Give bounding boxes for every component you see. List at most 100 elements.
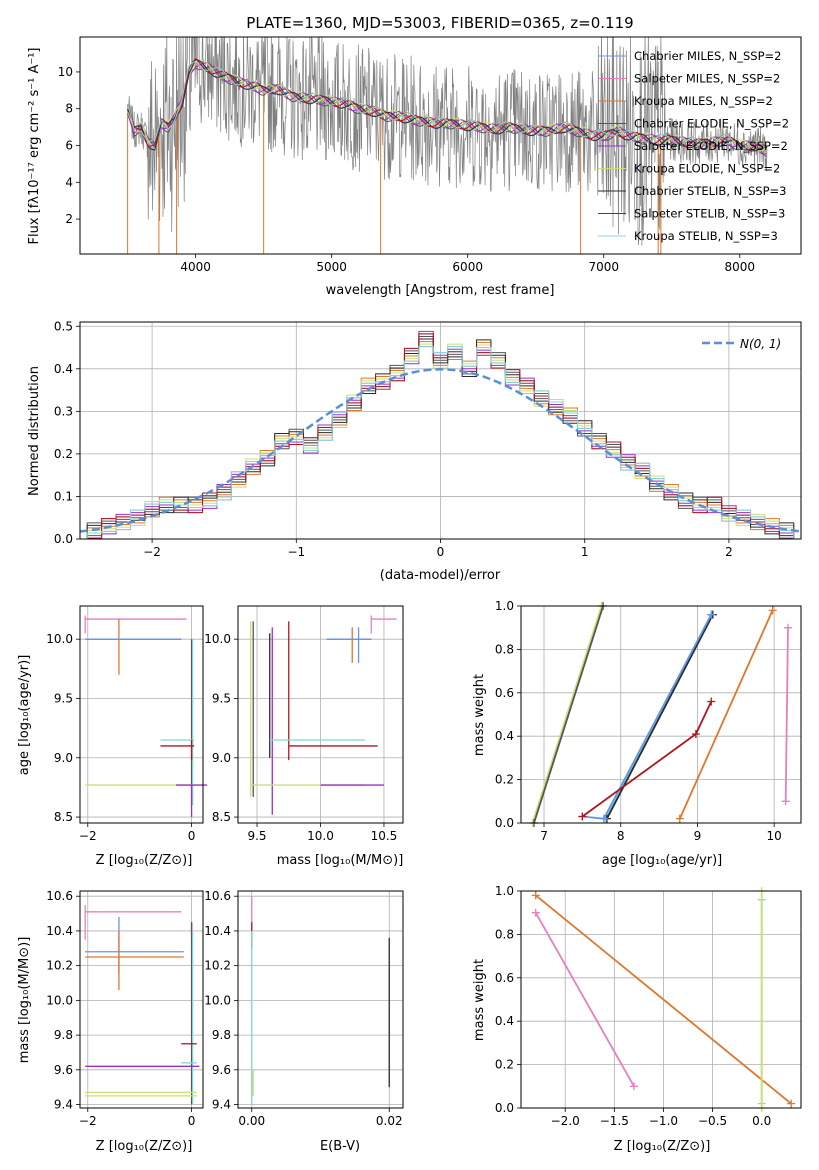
axes-frame — [79, 36, 802, 255]
y-tick-label: 8.5 — [54, 810, 73, 824]
data-point-marker — [781, 797, 790, 806]
axes-frame — [79, 321, 802, 540]
legend-label: Kroupa STELIB, N_SSP=3 — [634, 229, 778, 243]
mw-z-xlabel: Z [log₁₀(Z/Z⊙)] — [614, 1139, 711, 1154]
data-point-marker — [787, 1099, 796, 1108]
y-tick-label: 10.6 — [204, 889, 231, 903]
y-tick-label: 0.8 — [495, 642, 514, 656]
spectrum-model-lines — [127, 57, 768, 157]
y-tick-label: 9.6 — [54, 1063, 73, 1077]
x-tick-label: −2 — [143, 545, 161, 559]
y-tick-label: 10.0 — [46, 993, 73, 1007]
axes-frame — [520, 605, 802, 824]
model-kroupa-stelib — [127, 60, 768, 152]
x-tick-label: −2 — [79, 1114, 97, 1128]
series-line — [606, 614, 714, 820]
mass-z-ylabel: mass [log₁₀(M/M⊙)] — [17, 937, 32, 1064]
x-tick-label: −2 — [79, 829, 97, 843]
data-point-marker — [768, 606, 777, 615]
legend-label: Chabrier MILES, N_SSP=2 — [634, 49, 781, 63]
legend-label: Salpeter STELIB, N_SSP=3 — [634, 207, 785, 221]
legend-label: Chabrier STELIB, N_SSP=3 — [634, 184, 786, 198]
y-tick-label: 10.4 — [46, 924, 73, 938]
y-tick-label: 9.0 — [54, 751, 73, 765]
y-tick-label: 9.4 — [54, 1098, 73, 1112]
legend-label: N(0, 1) — [740, 337, 781, 351]
x-tick-label: 0.0 — [752, 1114, 771, 1128]
mass-weight-vs-metallicity-panel: −2.0 −1.5 −1.0 −0.5 0.0 0.0 0.2 0.4 0.6 0.8 1.0 — [495, 884, 802, 1128]
x-tick-label: 6000 — [452, 260, 483, 274]
series-line — [534, 912, 635, 1087]
spectrum-panel: 4000 5000 6000 7000 8000 2 4 6 8 10 Chabrier MILE… — [27, 36, 802, 298]
legend-label: Salpeter MILES, N_SSP=2 — [634, 72, 780, 86]
data-point-marker — [629, 1082, 638, 1091]
x-tick-label: −2.0 — [551, 1114, 580, 1128]
histogram-axes — [79, 321, 802, 540]
y-tick-label: 0.4 — [495, 729, 514, 743]
normal-curve — [79, 368, 802, 533]
x-tick-label: −1 — [287, 545, 305, 559]
y-tick-label: 9.6 — [212, 1063, 231, 1077]
histogram-xlabel: (data-model)/error — [380, 568, 501, 583]
y-tick-label: 9.5 — [54, 691, 73, 705]
mass-z-xlabel: Z [log₁₀(Z/Z⊙)] — [96, 1139, 193, 1154]
data-point-marker — [675, 814, 684, 823]
data-point-marker — [707, 697, 716, 706]
x-tick-label: 7 — [540, 829, 548, 843]
y-tick-label: 9.4 — [212, 1098, 231, 1112]
x-tick-label: 10 — [767, 829, 782, 843]
y-tick-label: 0.0 — [495, 1101, 514, 1115]
data-point-marker — [531, 908, 540, 917]
x-tick-label: 0 — [188, 1114, 196, 1128]
data-point-marker — [578, 812, 587, 821]
y-tick-label: 9.8 — [54, 1028, 73, 1042]
y-tick-label: 0.5 — [54, 319, 73, 333]
x-tick-label: 10.5 — [371, 829, 398, 843]
x-tick-label: 4000 — [180, 260, 211, 274]
mw-z-ylabel: mass weight — [472, 959, 487, 1041]
x-tick-label: 0.00 — [238, 1114, 265, 1128]
y-tick-label: 0.4 — [54, 362, 73, 376]
x-tick-label: 10.0 — [307, 829, 334, 843]
y-tick-label: 9.8 — [212, 1028, 231, 1042]
age-vs-mass-panel: 9.5 10.0 10.5 8.5 9.0 9.5 10.0 — [204, 605, 404, 843]
y-tick-label: 9.5 — [212, 691, 231, 705]
y-tick-label: 0.6 — [495, 971, 514, 985]
y-tick-label: 10 — [58, 65, 73, 79]
x-tick-label: 0 — [437, 545, 445, 559]
spectrum-xlabel: wavelength [Angstrom, rest frame] — [326, 283, 555, 298]
x-tick-label: 2 — [725, 545, 733, 559]
series-line — [582, 614, 712, 820]
x-tick-label: 9.5 — [247, 829, 266, 843]
y-tick-label: 0.3 — [54, 404, 73, 418]
spectrum-legend: Chabrier MILES, N_SSP=2 Salpeter MILES, N… — [598, 49, 789, 243]
normal-distribution-curve — [79, 368, 802, 533]
series-line — [535, 894, 792, 1105]
data-point-marker — [707, 610, 716, 619]
x-tick-label: 1 — [581, 545, 589, 559]
mw-age-ylabel: mass weight — [472, 674, 487, 756]
y-tick-label: 2 — [65, 212, 73, 226]
x-tick-label: 8000 — [725, 260, 756, 274]
series-line — [678, 609, 774, 820]
x-tick-label: 8 — [617, 829, 625, 843]
axes-frame — [237, 605, 404, 824]
y-tick-label: 1.0 — [495, 599, 514, 613]
y-tick-label: 10.0 — [204, 993, 231, 1007]
y-tick-label: 10.4 — [204, 924, 231, 938]
legend-label: Chabrier ELODIE, N_SSP=2 — [634, 117, 789, 131]
series-line — [784, 627, 789, 802]
age-vs-metallicity-panel: −2 0 8.5 9.0 9.5 10.0 — [46, 605, 208, 843]
model-salpeter-stelib — [127, 57, 768, 151]
y-tick-label: 8 — [65, 102, 73, 116]
y-tick-label: 0.8 — [495, 927, 514, 941]
x-tick-label: 7000 — [588, 260, 619, 274]
x-tick-label: 9 — [694, 829, 702, 843]
y-tick-label: 10.2 — [46, 959, 73, 973]
y-tick-label: 10.2 — [204, 959, 231, 973]
residual-histogram-panel: −2 −1 0 1 2 0.0 0.1 0.2 0.3 0.4 0.5 N(0, 1) (data-… — [27, 319, 802, 583]
y-tick-label: 10.6 — [46, 889, 73, 903]
axes-frame — [79, 605, 204, 824]
data-point-marker — [783, 623, 792, 632]
